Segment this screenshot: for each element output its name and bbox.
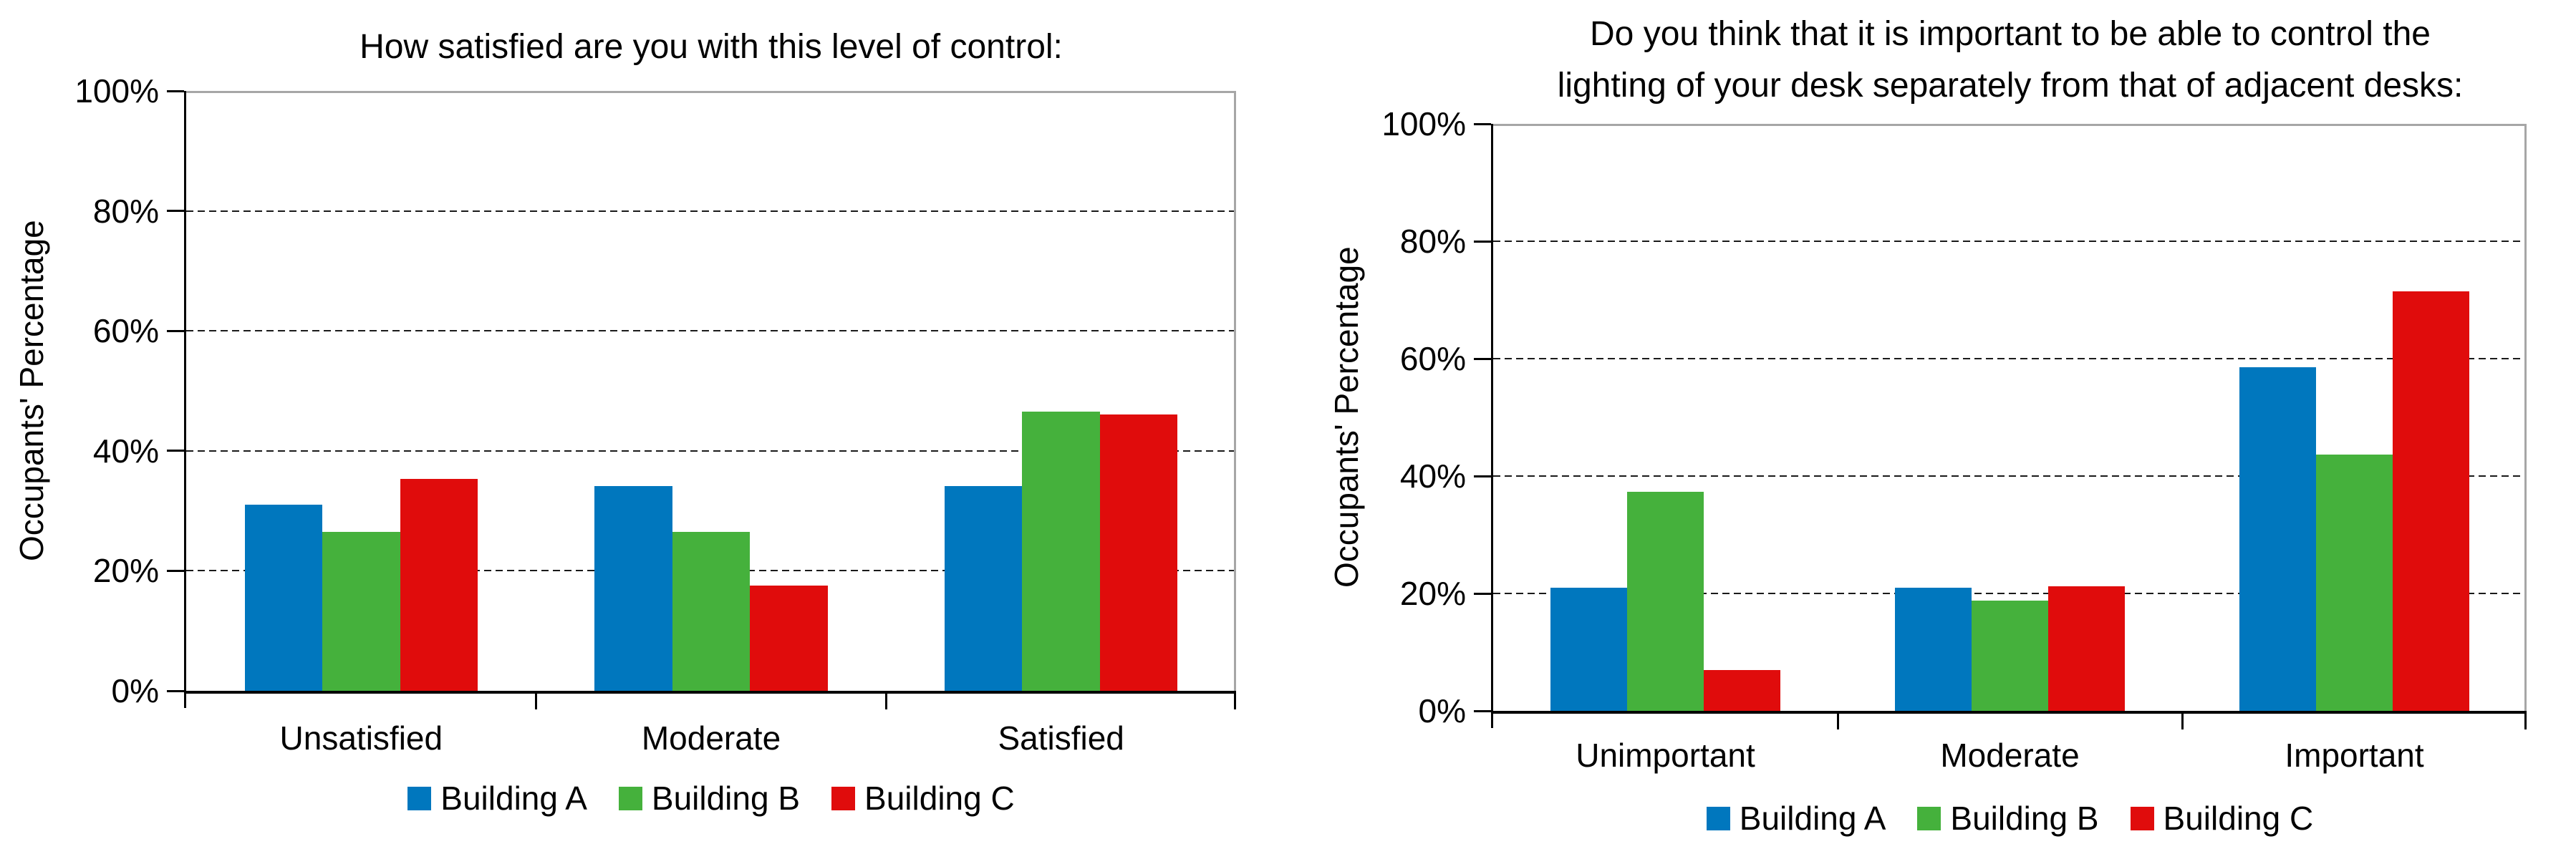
legend: Building A Building B Building C [1493,800,2527,836]
legend-label-building-c: Building C [864,780,1015,817]
y-tick-40 [167,450,184,452]
bar-building-a-important [2239,367,2317,711]
plot-area [186,91,1236,691]
bar-building-b-unimportant [1627,492,1704,711]
gridline-80 [1493,241,2527,242]
y-tick-100 [1474,122,1491,125]
x-label-moderate: Moderate [641,719,781,757]
plot-area [1493,124,2527,711]
chart-satisfaction: How satisfied are you with this level of… [13,28,1236,816]
y-tick-80 [167,210,184,213]
bar-building-a-unimportant [1550,587,1628,711]
y-tick-0 [1474,709,1491,712]
legend-item-building-a: Building A [1706,800,1886,837]
y-tick-label-0: 0% [1418,692,1466,729]
gridline-20 [1493,593,2527,594]
plot-right-border [1234,91,1236,691]
gridline-80 [186,210,1236,212]
x-tick-3 [2524,714,2527,729]
legend-label-building-b: Building B [1950,800,2099,837]
x-tick-1 [535,694,538,709]
gridline-60 [186,330,1236,332]
y-tick-label-80: 80% [92,192,159,230]
chart-title: Do you think that it is important to be … [1557,15,2464,105]
y-axis [184,91,186,708]
y-tick-60 [1474,357,1491,360]
y-tick-label-100: 100% [74,72,159,110]
bar-building-c-unimportant [1703,669,1780,711]
y-tick-label-20: 20% [1399,575,1466,612]
y-tick-60 [167,329,184,332]
bar-building-c-unsatisfied [400,479,478,691]
legend-item-building-b: Building B [1917,800,2099,837]
bar-building-b-moderate [672,531,751,691]
y-tick-40 [1474,475,1491,477]
y-tick-label-60: 60% [1399,340,1466,377]
gridline-60 [1493,358,2527,359]
y-axis-title: Occupants' Percentage [1328,246,1365,588]
legend-swatch-building-c [2130,806,2154,830]
y-tick-label-80: 80% [1399,223,1466,260]
bar-building-b-unsatisfied [322,531,400,691]
legend-label-building-a: Building A [440,780,587,817]
gridline-40 [186,450,1236,452]
y-tick-20 [1474,592,1491,595]
y-tick-label-40: 40% [92,432,159,470]
y-axis [1491,124,1493,728]
legend-swatch-building-b [1917,806,1941,830]
y-tick-0 [167,689,184,692]
x-label-unimportant: Unimportant [1576,737,1755,774]
y-tick-label-60: 60% [92,312,159,350]
bar-building-c-satisfied [1099,414,1178,691]
legend-swatch-building-c [831,786,856,810]
bar-building-a-moderate [1895,587,1972,711]
legend: Building A Building B Building C [186,780,1236,816]
legend-item-building-c: Building C [2130,800,2314,837]
legend-item-building-c: Building C [831,780,1015,816]
plot-right-border [2524,124,2527,711]
chart-title: How satisfied are you with this level of… [360,28,1063,66]
x-label-satisfied: Satisfied [998,719,1124,757]
x-axis [184,691,1236,694]
legend-label-building-c: Building C [2163,800,2314,837]
bar-building-a-unsatisfied [244,505,323,691]
plot-top-border [1493,124,2527,126]
y-tick-label-0: 0% [111,672,159,709]
legend-item-building-b: Building B [618,780,801,817]
x-tick-3 [1234,694,1236,709]
y-tick-80 [1474,240,1491,243]
bar-building-b-moderate [1972,600,2048,711]
y-axis-title: Occupants' Percentage [13,220,50,562]
x-axis [1491,711,2527,714]
legend-label-building-b: Building B [651,780,801,817]
bar-building-c-moderate [750,585,828,691]
y-tick-20 [167,569,184,572]
bar-building-b-satisfied [1022,411,1100,691]
y-tick-label-100: 100% [1381,105,1466,142]
y-tick-label-20: 20% [92,552,159,590]
y-tick-label-40: 40% [1399,457,1466,495]
legend-label-building-a: Building A [1739,800,1886,837]
bar-building-c-moderate [2047,586,2125,711]
x-tick-2 [884,694,887,709]
x-tick-1 [1836,714,1839,729]
x-label-important: Important [2285,737,2424,774]
plot-top-border [186,91,1236,93]
x-label-unsatisfied: Unsatisfied [279,719,443,757]
chart-importance: Do you think that it is important to be … [1288,0,2576,844]
bar-building-a-moderate [594,486,672,691]
x-tick-2 [2181,714,2184,729]
bar-building-c-important [2392,291,2469,711]
gridline-40 [1493,475,2527,477]
x-label-moderate: Moderate [1940,737,2080,774]
legend-swatch-building-a [407,786,432,810]
bar-building-b-important [2316,455,2393,711]
legend-item-building-a: Building A [407,780,587,816]
y-tick-100 [167,89,184,92]
legend-swatch-building-a [1706,806,1730,830]
bar-building-a-satisfied [944,486,1023,691]
legend-swatch-building-b [618,786,642,810]
